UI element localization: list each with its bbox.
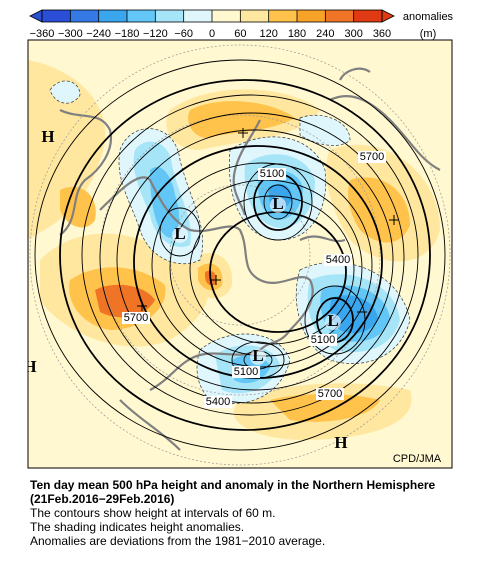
contour-label-bg (204, 396, 232, 408)
caption: Ten day mean 500 hPa height and anomaly … (30, 478, 450, 548)
contour-label: 5100 (311, 334, 335, 346)
colorbar-tick-label: −180 (115, 28, 140, 40)
colorbar-segment (127, 10, 156, 22)
contour-label: 5400 (326, 254, 350, 266)
contour-label-bg (258, 168, 286, 180)
contour-label-bg (358, 151, 386, 163)
colorbar: −360 −300 −240 −180 −120 −60 0 60 120 180 240 300 36… (29, 9, 395, 40)
caption-line: Anomalies are deviations from the 1981−2… (30, 534, 326, 548)
low-label-bg (250, 349, 266, 365)
low-label: L (174, 224, 185, 243)
contour-label: 5100 (260, 168, 284, 180)
map: HHHLLLL51005100510057005700570054005400C… (23, 40, 452, 468)
colorbar-tick-label: −60 (174, 28, 193, 40)
low-label-bg (172, 227, 188, 243)
contour-label: 5400 (206, 396, 230, 408)
figure: −360 −300 −240 −180 −120 −60 0 60 120 180 240 300 36… (23, 9, 454, 469)
contour-label-bg (324, 254, 352, 266)
contour-label-bg (122, 312, 150, 324)
colorbar-tick-label: 360 (373, 28, 391, 40)
contour-label-bg (316, 388, 344, 400)
extremum-marker (137, 128, 399, 313)
contour-label: 5700 (318, 388, 342, 400)
colorbar-segment (212, 10, 241, 22)
colorbar-segment (268, 10, 297, 22)
colorbar-unit: (m) (420, 28, 437, 40)
low-label-bg (270, 197, 286, 213)
colorbar-tick-label: 300 (344, 28, 362, 40)
coastline (59, 67, 441, 451)
height-contour (34, 59, 446, 451)
low-label: L (272, 194, 283, 213)
contour-label-bg (309, 334, 337, 346)
high-label: H (334, 433, 347, 452)
colorbar-arrow (381, 9, 395, 23)
colorbar-segment (297, 10, 326, 22)
colorbar-segment (98, 10, 127, 22)
map-labels: HHHLLLL51005100510057005700570054005400C… (23, 127, 442, 465)
caption-line: The contours show height at intervals of… (30, 506, 276, 520)
colorbar-segment (70, 10, 99, 22)
map-frame (27, 39, 453, 469)
high-label: H (23, 357, 36, 376)
high-label: H (41, 127, 54, 146)
colorbar-segment (353, 10, 382, 22)
colorbar-tick-label: 60 (234, 28, 246, 40)
colorbar-tick-label: 120 (259, 28, 277, 40)
colorbar-tick-label: −120 (143, 28, 168, 40)
colorbar-segment (183, 10, 212, 22)
low-label: L (327, 311, 338, 330)
latitude-circle (29, 44, 451, 466)
credit: CPD/JMA (393, 453, 442, 465)
contour-label: 5100 (234, 366, 258, 378)
colorbar-arrow (29, 9, 43, 23)
caption-title: Ten day mean 500 hPa height and anomaly … (30, 478, 436, 506)
colorbar-segment (155, 10, 184, 22)
colorbar-title: anomalies (403, 11, 454, 23)
colorbar-tick-label: 240 (316, 28, 334, 40)
contour-label: 5700 (124, 312, 148, 324)
colorbar-segment (42, 10, 71, 22)
colorbar-tick-label: 0 (209, 28, 215, 40)
colorbar-tick-label: 180 (288, 28, 306, 40)
contour-label-bg (232, 366, 260, 378)
colorbar-tick-label: −240 (86, 28, 111, 40)
contour-label: 5700 (360, 151, 384, 163)
colorbar-tick-label: −360 (30, 28, 55, 40)
colorbar-segment (240, 10, 269, 22)
low-label: L (252, 346, 263, 365)
caption-line: The shading indicates height anomalies. (30, 520, 245, 534)
colorbar-tick-label: −300 (58, 28, 83, 40)
low-label-bg (325, 314, 341, 330)
colorbar-segment (325, 10, 354, 22)
